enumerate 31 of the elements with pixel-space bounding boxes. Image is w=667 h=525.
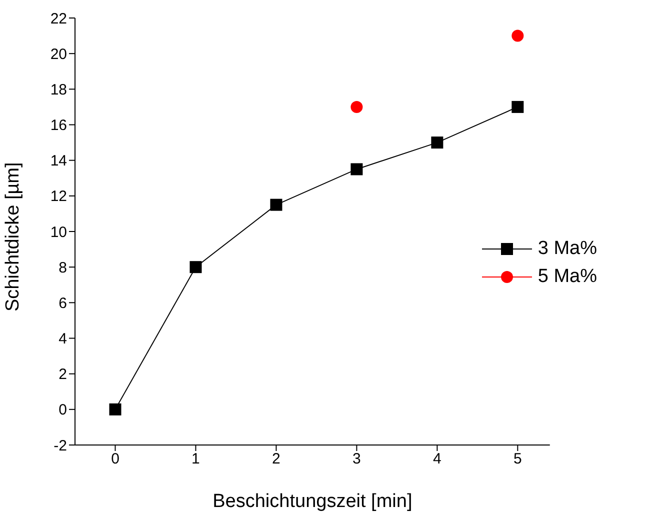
point <box>350 163 363 176</box>
x-tick-label: 3 <box>352 450 361 468</box>
legend-label: 5 Ma% <box>538 266 597 288</box>
point <box>350 100 363 113</box>
y-axis-title: Schichtdicke [µm] <box>2 162 24 312</box>
point <box>190 261 202 274</box>
y-tick-label: 18 <box>50 81 67 98</box>
y-tick-label: 12 <box>50 188 67 206</box>
x-tick-label: 5 <box>513 450 522 468</box>
y-tick-label: 10 <box>50 224 67 241</box>
y-tick-label: 8 <box>58 259 67 276</box>
point <box>270 198 282 211</box>
y-tick-label: -2 <box>54 437 67 454</box>
point <box>109 403 122 416</box>
point <box>512 30 524 42</box>
y-tick-label: 6 <box>58 294 67 312</box>
y-tick-label: 2 <box>58 366 67 384</box>
y-tick-label: 0 <box>58 402 67 419</box>
x-tick-label: 0 <box>111 450 120 468</box>
x-tick-label: 1 <box>192 450 200 468</box>
point <box>512 100 524 113</box>
y-tick-label: 4 <box>58 330 67 348</box>
x-tick-label: 2 <box>272 450 280 468</box>
y-tick-label: 22 <box>50 10 67 28</box>
y-tick-label: 20 <box>50 46 67 63</box>
x-tick-label: 4 <box>433 450 442 468</box>
point <box>431 136 444 149</box>
y-tick-label: 14 <box>50 152 67 170</box>
y-tick-label: 16 <box>50 117 67 134</box>
legend-label: 3 Ma% <box>538 238 597 260</box>
x-axis-title: Beschichtungszeit [min] <box>212 491 412 512</box>
